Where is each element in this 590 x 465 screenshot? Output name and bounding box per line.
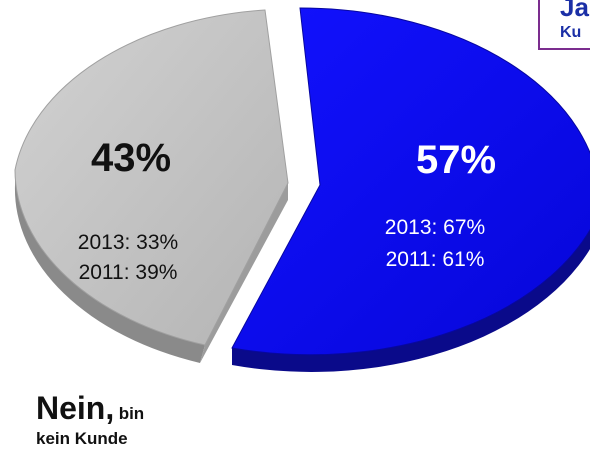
slice-ja-value: 57% <box>416 138 496 182</box>
nein-label-rest: bin <box>118 404 145 423</box>
nein-label-main: Nein, <box>36 390 115 426</box>
slice-ja <box>231 7 590 356</box>
slice-nein-line-2013: 2013: 33% <box>78 231 178 254</box>
slice-nein <box>14 9 289 346</box>
ja-label: Ja <box>560 0 589 22</box>
slice-ja-line-2011: 2011: 61% <box>386 248 485 271</box>
nein-label-line2: kein Kunde <box>36 429 128 448</box>
slice-nein-side-inner <box>200 183 288 363</box>
nein-label: Nein, bin kein Kunde <box>36 388 144 450</box>
ku-label: Ku <box>560 24 582 41</box>
slice-nein-side <box>14 170 206 363</box>
slice-nein-value: 43% <box>91 136 171 180</box>
slice-ja-line-2013: 2013: 67% <box>385 216 485 239</box>
ja-label-box: Ja Ku <box>538 0 590 50</box>
slice-nein-line-2011: 2011: 39% <box>79 261 178 284</box>
